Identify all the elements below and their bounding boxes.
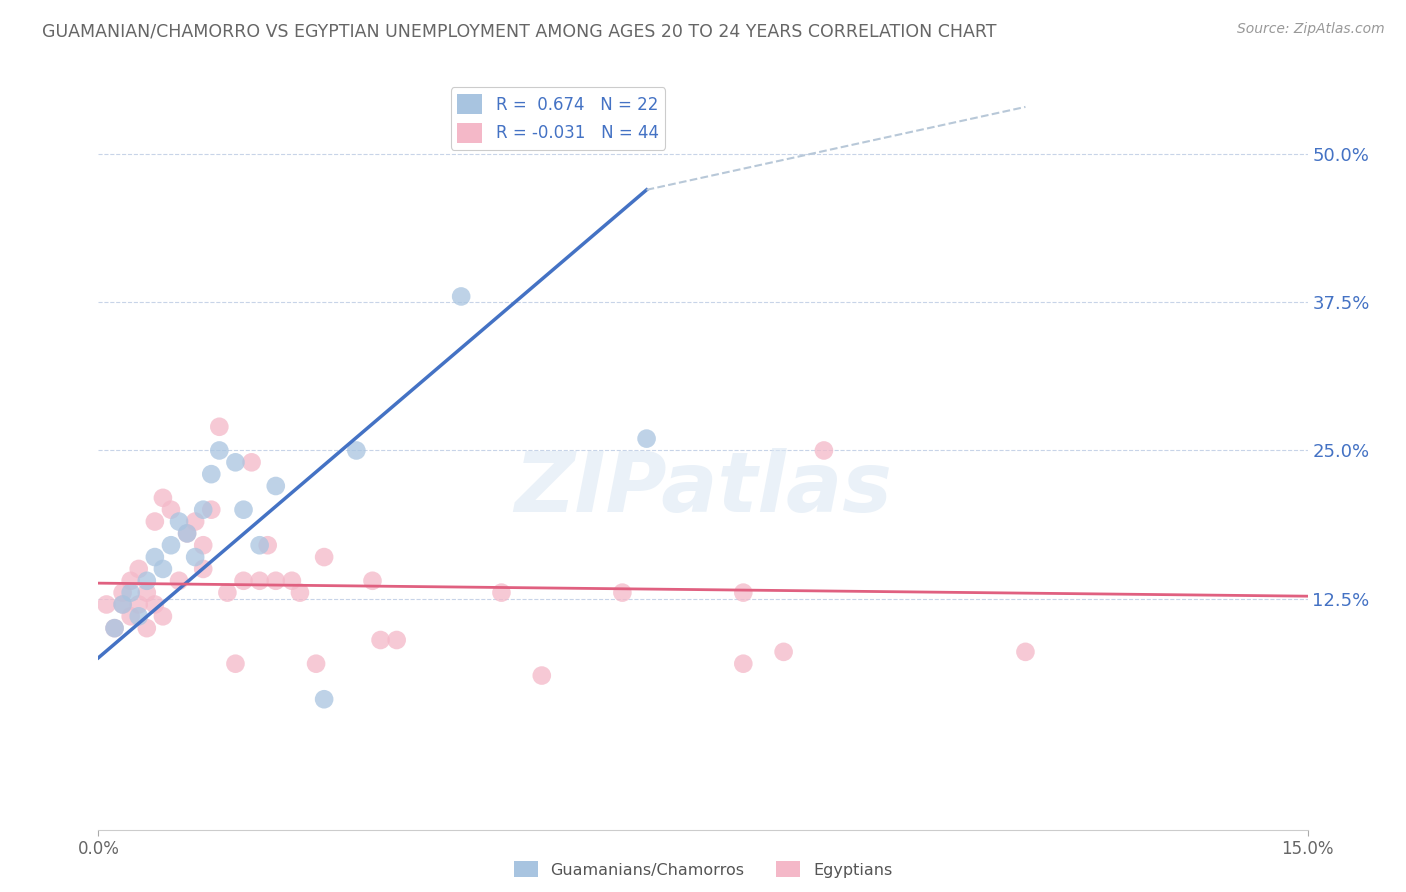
Point [733,657,755,671]
Point [314,692,336,706]
Point [491,585,513,599]
Point [208,419,231,434]
Point [636,432,658,446]
Point [314,550,336,565]
Point [249,538,271,552]
Point [200,502,222,516]
Point [160,538,183,552]
Point [184,550,207,565]
Point [176,526,198,541]
Point [370,633,392,648]
Point [111,598,134,612]
Point [208,443,231,458]
Point [385,633,408,648]
Legend: R =  0.674   N = 22, R = -0.031   N = 44: R = 0.674 N = 22, R = -0.031 N = 44 [450,87,665,150]
Point [120,574,142,588]
Point [193,538,215,552]
Point [167,515,190,529]
Point [160,502,183,516]
Point [120,585,142,599]
Point [200,467,222,482]
Legend: Guamanians/Chamorros, Egyptians: Guamanians/Chamorros, Egyptians [508,855,898,884]
Point [264,479,287,493]
Point [530,668,553,682]
Point [152,562,174,576]
Point [128,609,150,624]
Point [224,455,246,469]
Text: GUAMANIAN/CHAMORRO VS EGYPTIAN UNEMPLOYMENT AMONG AGES 20 TO 24 YEARS CORRELATIO: GUAMANIAN/CHAMORRO VS EGYPTIAN UNEMPLOYM… [42,22,997,40]
Point [193,502,215,516]
Point [111,598,134,612]
Point [103,621,125,635]
Point [344,443,367,458]
Point [167,574,190,588]
Point [143,515,166,529]
Point [184,515,207,529]
Point [193,562,215,576]
Point [240,455,263,469]
Text: Source: ZipAtlas.com: Source: ZipAtlas.com [1237,22,1385,37]
Point [143,598,166,612]
Point [288,585,311,599]
Point [612,585,634,599]
Point [111,585,134,599]
Point [224,657,246,671]
Point [232,574,254,588]
Point [176,526,198,541]
Point [135,574,157,588]
Text: ZIPatlas: ZIPatlas [515,448,891,529]
Point [733,585,755,599]
Point [1014,645,1036,659]
Point [143,550,166,565]
Point [813,443,835,458]
Point [128,598,150,612]
Point [96,598,118,612]
Point [135,585,157,599]
Point [152,609,174,624]
Point [772,645,794,659]
Point [450,289,472,303]
Point [103,621,125,635]
Point [217,585,239,599]
Point [361,574,384,588]
Point [135,621,157,635]
Point [128,562,150,576]
Point [264,574,287,588]
Point [256,538,278,552]
Point [120,609,142,624]
Point [232,502,254,516]
Point [281,574,304,588]
Point [152,491,174,505]
Point [305,657,328,671]
Point [249,574,271,588]
